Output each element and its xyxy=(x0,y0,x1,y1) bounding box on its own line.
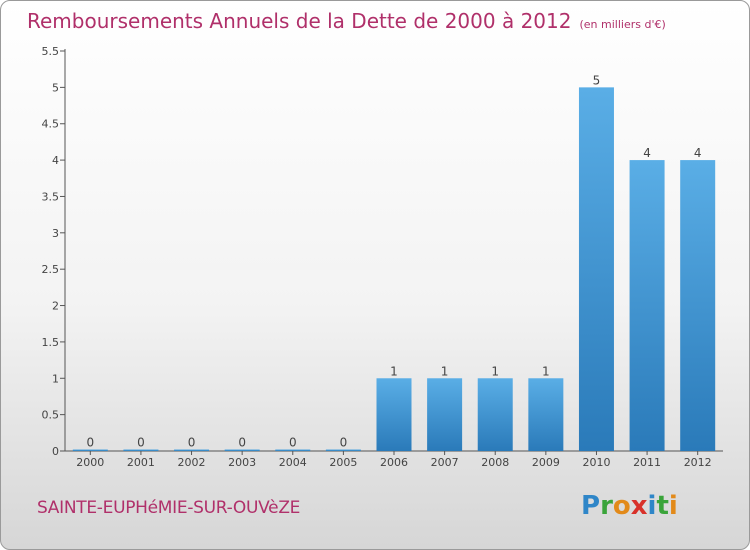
bar xyxy=(477,378,513,451)
x-tick-label: 2010 xyxy=(582,456,610,469)
logo-letter: P xyxy=(581,491,601,521)
x-tick-label: 2011 xyxy=(633,456,661,469)
data-label: 0 xyxy=(340,436,348,450)
x-tick-label: 2004 xyxy=(279,456,307,469)
y-tick-label: 4 xyxy=(52,154,59,167)
x-tick-label: 2001 xyxy=(127,456,155,469)
bar xyxy=(376,378,412,451)
y-tick-label: 3.5 xyxy=(42,190,60,203)
logo-letter: i xyxy=(668,491,678,521)
x-tick-label: 2012 xyxy=(684,456,712,469)
y-tick-label: 5.5 xyxy=(42,45,60,58)
x-tick-label: 2002 xyxy=(178,456,206,469)
data-label: 0 xyxy=(238,436,246,450)
data-label: 4 xyxy=(694,146,702,160)
x-axis: 2000 2001 2002 2003 2004 2005 2006 2007 2008 2009… xyxy=(65,450,723,469)
logo-letter: r xyxy=(600,491,613,521)
bar xyxy=(224,449,260,451)
data-label: 0 xyxy=(289,436,297,450)
data-label: 1 xyxy=(542,364,550,378)
x-tick-label: 2000 xyxy=(76,456,104,469)
chart-subtitle: (en milliers d'€) xyxy=(579,18,666,31)
bar xyxy=(275,449,311,451)
y-tick-label: 1.5 xyxy=(42,336,60,349)
x-tick-label: 2005 xyxy=(329,456,357,469)
bar xyxy=(72,449,108,451)
data-labels: 0 0 0 0 0 0 1 1 1 1 5 4 4 xyxy=(86,73,701,449)
data-label: 0 xyxy=(137,436,145,450)
y-tick-label: 1 xyxy=(52,372,59,385)
x-tick-label: 2006 xyxy=(380,456,408,469)
bars xyxy=(72,87,716,451)
chart-title: Remboursements Annuels de la Dette de 20… xyxy=(27,9,666,33)
y-tick-label: 2.5 xyxy=(42,263,60,276)
bar xyxy=(680,160,716,451)
data-label: 0 xyxy=(86,436,94,450)
bar xyxy=(427,378,463,451)
logo-letter: t xyxy=(656,491,669,521)
bar xyxy=(578,87,614,451)
proxiti-logo[interactable]: Proxiti xyxy=(581,491,678,521)
data-label: 1 xyxy=(491,364,499,378)
y-tick-label: 0 xyxy=(52,445,59,458)
commune-name: SAINTE-EUPHéMIE-SUR-OUVèZE xyxy=(37,498,301,518)
x-tick-label: 2007 xyxy=(431,456,459,469)
bar xyxy=(629,160,665,451)
bar xyxy=(174,449,210,451)
chart-title-text: Remboursements Annuels de la Dette de 20… xyxy=(27,9,572,33)
y-tick-label: 0.5 xyxy=(42,409,60,422)
data-label: 4 xyxy=(643,146,651,160)
x-tick-label: 2003 xyxy=(228,456,256,469)
bar xyxy=(325,449,361,451)
data-label: 1 xyxy=(441,364,449,378)
data-label: 1 xyxy=(390,364,398,378)
bar xyxy=(123,449,159,451)
bar xyxy=(528,378,564,451)
y-tick-label: 2 xyxy=(52,300,59,313)
y-tick-label: 4.5 xyxy=(42,118,60,131)
y-tick-label: 3 xyxy=(52,227,59,240)
logo-letter: x xyxy=(630,491,648,521)
x-tick-label: 2009 xyxy=(532,456,560,469)
data-label: 5 xyxy=(593,73,601,87)
logo-letter: i xyxy=(647,491,657,521)
y-tick-label: 5 xyxy=(52,81,59,94)
data-label: 0 xyxy=(188,436,196,450)
y-axis: 0 0.5 1 1.5 2 2.5 3 3.5 4 4.5 5 5.5 xyxy=(42,45,66,458)
x-tick-label: 2008 xyxy=(481,456,509,469)
logo-letter: o xyxy=(612,491,631,521)
